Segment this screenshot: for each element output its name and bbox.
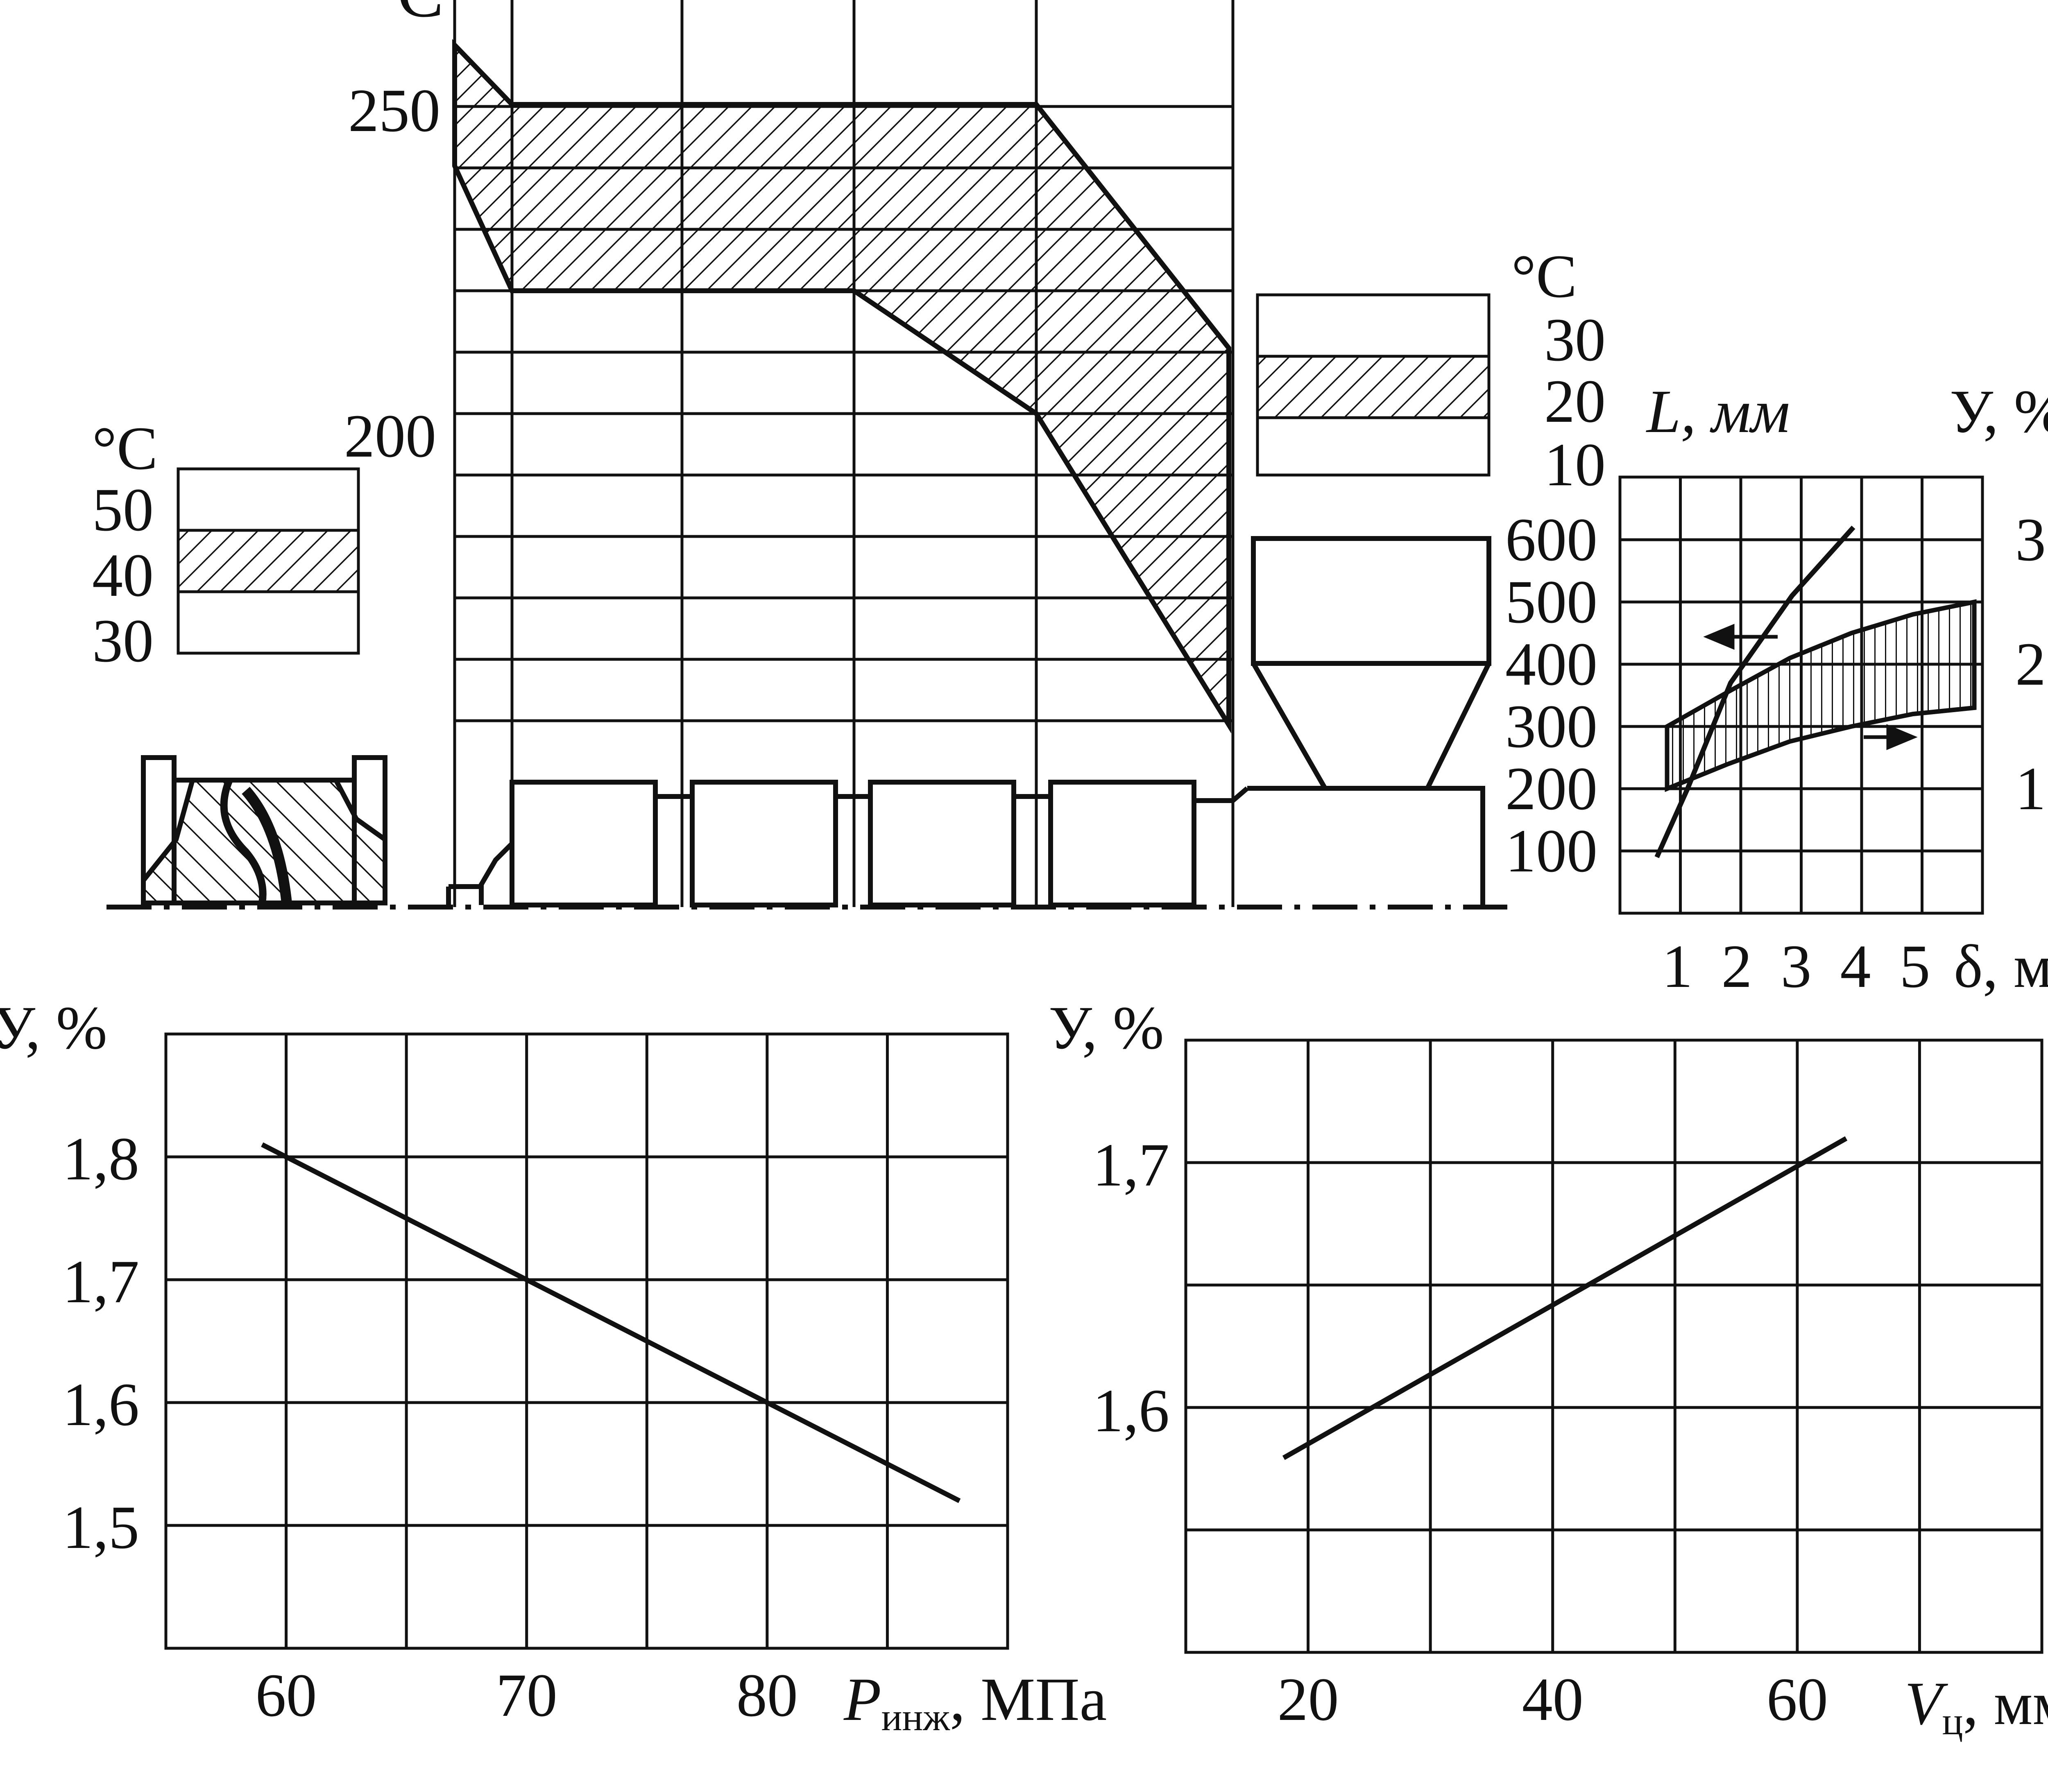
thickness-x-tick: 3	[1781, 932, 1812, 1000]
mold-temperature-panel: °C 50 40 30	[92, 414, 360, 675]
pressure-yaxis-title: У, %	[0, 994, 107, 1062]
hopper-temp-band	[1257, 356, 1489, 418]
pressure-xaxis-symbol: P	[843, 1665, 881, 1733]
pressure-xaxis-subscript: инж	[881, 1695, 951, 1739]
speed-y-tick: 1,6	[1093, 1377, 1170, 1445]
speed-frame	[1184, 1039, 2043, 1654]
pressure-xaxis-unit: , МПа	[950, 1665, 1107, 1733]
thickness-x-tick: 1	[1662, 932, 1693, 1000]
thickness-left-tick: 600	[1505, 506, 1597, 574]
barrel-heater-blocks	[446, 780, 1485, 907]
pressure-y-tick: 1,8	[63, 1125, 140, 1193]
pressure-x-tick: 60	[256, 1661, 317, 1729]
pressure-y-tick: 1,5	[63, 1493, 140, 1561]
thickness-panel: L, мм У, % 60050040030020010032112345δ, …	[1505, 378, 2048, 1000]
speed-xaxis-title: Vц, мм/с	[1905, 1670, 2048, 1743]
speed-xaxis-subscript: ц	[1942, 1699, 1963, 1743]
hopper-temp-unit-label: °C	[1511, 242, 1577, 310]
mold-temp-band	[178, 530, 358, 592]
barrel-ytick-250: 250	[348, 77, 440, 145]
speed-xaxis-unit: , мм/с	[1963, 1670, 2048, 1738]
barrel-temperature-band	[452, 39, 1231, 734]
mold-temp-tick-30: 30	[92, 607, 154, 675]
mold-temp-unit-label: °C	[92, 414, 158, 482]
barrel-temperature-panel: С 250 200	[344, 0, 1235, 907]
pressure-y-tick: 1,6	[63, 1371, 140, 1439]
mold-temp-tick-40: 40	[92, 541, 154, 609]
thickness-left-tick: 100	[1505, 817, 1597, 885]
speed-ticks: 20 40 60 1,7 1,6	[1093, 1131, 1828, 1733]
thickness-left-tick: 500	[1505, 568, 1597, 636]
thickness-arrows	[1703, 624, 1918, 750]
shrinkage-band	[1665, 599, 1977, 792]
mold-drawing	[141, 755, 387, 905]
speed-line	[1282, 1136, 1848, 1460]
speed-grid	[1184, 1039, 2043, 1654]
hopper-temperature-panel: °C 30 20 10	[1256, 242, 1606, 499]
barrel-temp-unit-label: С	[397, 0, 444, 32]
thickness-left-tick: 400	[1505, 630, 1597, 698]
pressure-frame	[164, 1032, 1009, 1650]
flow-length-line	[1654, 525, 1855, 858]
speed-panel: У, % 20 40 60 1,7 1,6 Vц, мм/с	[1049, 994, 2048, 1743]
thickness-left-axis-title: L, мм	[1646, 378, 1790, 446]
pressure-panel: У, % 60 70 80 1,8 1,7 1,6 1,5 Pинж, МПа	[0, 994, 1107, 1739]
thickness-right-tick: 3	[2015, 506, 2046, 574]
pressure-x-tick: 80	[736, 1661, 798, 1729]
pressure-line	[261, 1142, 961, 1503]
pressure-y-tick: 1,7	[63, 1248, 140, 1316]
thickness-right-tick: 1	[2015, 755, 2046, 823]
hopper-temp-tick-10: 10	[1544, 431, 1606, 499]
speed-x-tick: 40	[1522, 1665, 1584, 1733]
thickness-left-tick: 300	[1505, 692, 1597, 760]
thickness-x-tick: δ, мм	[1954, 932, 2048, 1000]
thickness-left-tick: 200	[1505, 755, 1597, 823]
speed-yaxis-title: У, %	[1049, 994, 1164, 1062]
pressure-xaxis-title: Pинж, МПа	[843, 1665, 1107, 1739]
thickness-x-tick: 2	[1722, 932, 1752, 1000]
speed-y-tick: 1,7	[1093, 1131, 1170, 1199]
thickness-x-tick: 4	[1840, 932, 1871, 1000]
pressure-grid	[164, 1032, 1009, 1650]
thickness-right-tick: 2	[2015, 630, 2046, 698]
mold-temp-tick-50: 50	[92, 476, 154, 544]
thickness-x-tick: 5	[1900, 932, 1930, 1000]
speed-xaxis-symbol: V	[1905, 1670, 1948, 1738]
barrel-ytick-200: 200	[344, 402, 436, 470]
speed-x-tick: 20	[1278, 1665, 1339, 1733]
hopper-drawing	[1251, 536, 1491, 790]
hopper-temp-tick-30: 30	[1544, 306, 1606, 374]
machine-schematic	[106, 536, 1507, 910]
speed-x-tick: 60	[1767, 1665, 1828, 1733]
thickness-right-axis-title: У, %	[1950, 378, 2048, 446]
pressure-x-tick: 70	[496, 1661, 557, 1729]
pressure-ticks: 60 70 80 1,8 1,7 1,6 1,5	[63, 1125, 798, 1729]
hopper-temp-tick-20: 20	[1544, 367, 1606, 435]
